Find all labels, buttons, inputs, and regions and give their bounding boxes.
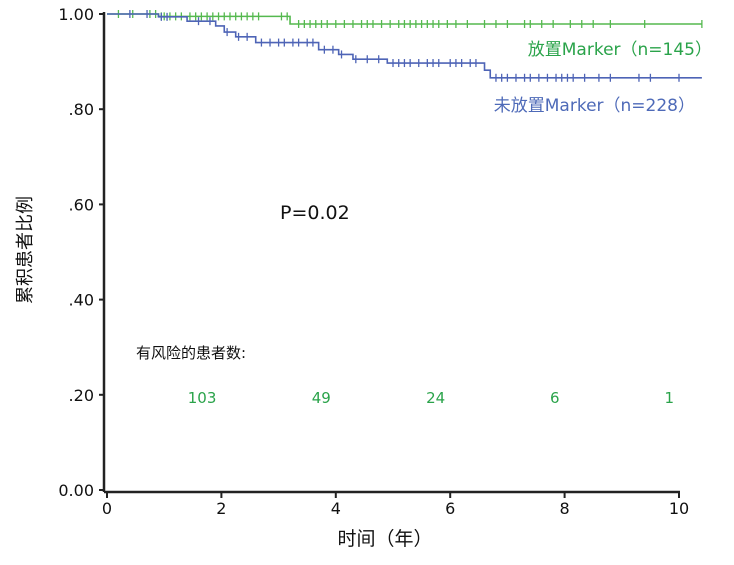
x-tick-label: 0 — [102, 499, 112, 518]
at-risk-count-1: 49 — [312, 389, 331, 407]
survival-curve-2 — [107, 13, 702, 79]
y-tick-label: 0.00 — [58, 481, 94, 500]
axes: 0.00.20.40.60.801.000 2 4 6 8 10 — [58, 5, 689, 518]
y-tick-label: .40 — [69, 291, 94, 310]
y-tick-label: 1.00 — [58, 5, 94, 24]
y-tick-label: .60 — [69, 195, 94, 214]
x-tick-label: 4 — [331, 499, 341, 518]
y-tick-label: .80 — [69, 100, 94, 119]
y-axis-label: 累积患者比例 — [15, 196, 36, 304]
at-risk-count-1: 103 — [188, 389, 217, 407]
y-tick-label: .20 — [69, 386, 94, 405]
at-risk-count-1: 1 — [664, 389, 674, 407]
legend-series-1: 放置Marker（n=145） — [528, 40, 712, 60]
at-risk-count-1: 6 — [550, 389, 560, 407]
x-tick-label: 6 — [445, 499, 455, 518]
p-value-annotation: P=0.02 — [280, 202, 350, 224]
at-risk-count-1: 24 — [426, 389, 445, 407]
x-tick-label: 2 — [216, 499, 226, 518]
risk-table-title: 有风险的患者数: — [136, 344, 246, 362]
x-axis-label: 时间（年） — [337, 528, 432, 550]
x-tick-label: 10 — [669, 499, 689, 518]
legend-series-2: 未放置Marker（n=228） — [494, 96, 695, 116]
curves — [107, 10, 703, 82]
x-tick-label: 8 — [560, 499, 570, 518]
risk-table: 103 49 24 6 1 — [188, 389, 674, 407]
